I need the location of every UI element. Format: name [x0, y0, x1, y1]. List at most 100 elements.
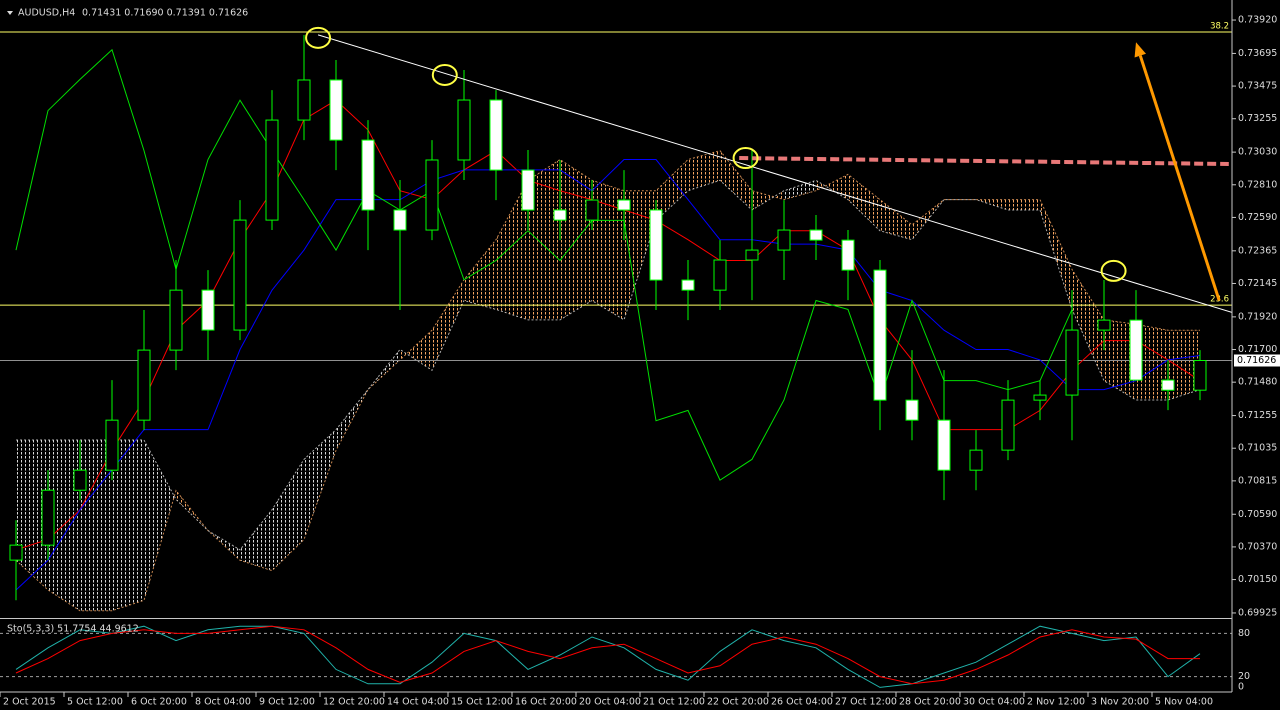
cloud-segment — [464, 239, 496, 310]
candle-body — [9, 544, 23, 561]
candle-body — [745, 249, 759, 261]
cloud-segment — [784, 180, 816, 200]
candle-body — [1065, 329, 1079, 396]
cloud-segment — [240, 509, 272, 571]
candle-body — [169, 289, 183, 351]
candle-body — [713, 259, 727, 291]
candle-body — [361, 139, 375, 211]
cloud-segment — [304, 429, 336, 540]
candle-body — [553, 209, 567, 221]
last-price-label: 0.71626 — [1237, 355, 1276, 366]
y-tick-label: 0 — [1238, 682, 1244, 693]
cloud-segment — [432, 279, 464, 371]
candle-body — [809, 229, 823, 241]
cloud-segment — [976, 199, 1008, 211]
candle-body — [681, 279, 695, 291]
candle-body — [489, 99, 503, 171]
candle-body — [457, 99, 471, 161]
candle-body — [1161, 379, 1175, 391]
main-panel: 38.223.6 — [0, 22, 1232, 612]
candle-body — [585, 199, 599, 221]
candle-body — [265, 119, 279, 221]
y-tick-label: 0.71480 — [1238, 377, 1277, 388]
candle-body — [1193, 360, 1207, 391]
resistance-dashed-line — [739, 156, 1229, 166]
candle-body — [1033, 394, 1047, 401]
trendline — [317, 34, 1232, 313]
last-price-box — [1234, 354, 1280, 367]
cloud-segment — [1008, 199, 1040, 211]
candle-body — [41, 489, 55, 546]
cloud-segment — [496, 180, 528, 320]
cloud-segment — [1104, 319, 1136, 400]
y-tick-label: 0.71035 — [1238, 443, 1277, 454]
candle-body — [425, 159, 439, 231]
x-tick-label: 28 Oct 20:00 — [899, 697, 961, 708]
y-tick-label: 0.69925 — [1238, 607, 1277, 618]
x-tick-label: 5 Nov 04:00 — [1155, 697, 1213, 708]
candle-body — [393, 209, 407, 231]
x-tick-label: 15 Oct 12:00 — [451, 697, 513, 708]
cloud-segment — [656, 159, 688, 221]
candle-body — [969, 449, 983, 471]
candle-body — [521, 169, 535, 211]
candle-body — [73, 469, 87, 491]
candle-body — [105, 419, 119, 471]
x-tick-label: 16 Oct 20:00 — [515, 697, 577, 708]
cloud-edge — [15, 150, 1200, 612]
cloud-segment — [848, 174, 880, 231]
cloud-segment — [80, 440, 112, 611]
cloud-segment — [272, 459, 304, 571]
y-tick-label: 0.73695 — [1238, 48, 1277, 59]
cloud-segment — [1040, 199, 1072, 310]
x-tick-label: 30 Oct 04:00 — [963, 697, 1025, 708]
y-tick-label: 0.73475 — [1238, 81, 1277, 92]
stochastic-line — [15, 625, 1201, 688]
candle-body — [297, 79, 311, 121]
candle-body — [649, 209, 663, 281]
cloud-segment — [688, 150, 720, 191]
cloud-segment — [1168, 330, 1200, 400]
indicator-line — [15, 159, 1201, 591]
candle-body — [1001, 399, 1015, 451]
fib-level-label: 38.2 — [1210, 22, 1229, 32]
cloud-segment — [720, 150, 752, 211]
y-tick-label: 0.71700 — [1238, 344, 1277, 355]
y-tick-label: 0.71920 — [1238, 311, 1277, 322]
indicator-line — [15, 48, 1073, 481]
candle-body — [937, 419, 951, 471]
y-tick-label: 0.70150 — [1238, 574, 1277, 585]
stochastic-panel — [0, 625, 1232, 688]
highlight-circle — [1100, 259, 1127, 282]
y-tick-label: 0.72145 — [1238, 278, 1277, 289]
highlight-circle — [732, 147, 759, 170]
candle-body — [617, 199, 631, 211]
x-tick-label: 2 Nov 12:00 — [1027, 697, 1085, 708]
cloud-segment — [592, 180, 624, 320]
arrow-head — [1134, 42, 1147, 58]
cloud-segment — [624, 190, 656, 320]
candle-body — [137, 349, 151, 421]
cloud-segment — [112, 440, 144, 611]
y-tick-label: 0.70370 — [1238, 541, 1277, 552]
y-tick-label: 0.71255 — [1238, 410, 1277, 421]
x-tick-label: 27 Oct 12:00 — [835, 697, 897, 708]
y-tick-label: 0.72590 — [1238, 212, 1277, 223]
cloud-segment — [16, 440, 48, 590]
cloud-segment — [1136, 324, 1168, 400]
x-tick-label: 5 Oct 12:00 — [67, 697, 123, 708]
ohlc-values: 0.71431 0.71690 0.71391 0.71626 — [82, 8, 248, 19]
stochastic-line — [15, 625, 1200, 685]
y-tick-label: 0.73920 — [1238, 15, 1277, 26]
y-tick-label: 0.70590 — [1238, 509, 1277, 520]
menu-arrow[interactable] — [7, 11, 13, 15]
candle-body — [1129, 319, 1143, 381]
y-tick-label: 80 — [1238, 628, 1250, 639]
candle-body — [233, 219, 247, 331]
x-tick-label: 9 Oct 12:00 — [259, 697, 315, 708]
y-tick-label: 0.73255 — [1238, 113, 1277, 124]
stochastic-title: Sto(5,3,3) 51.7754 44.9612 — [7, 624, 139, 635]
